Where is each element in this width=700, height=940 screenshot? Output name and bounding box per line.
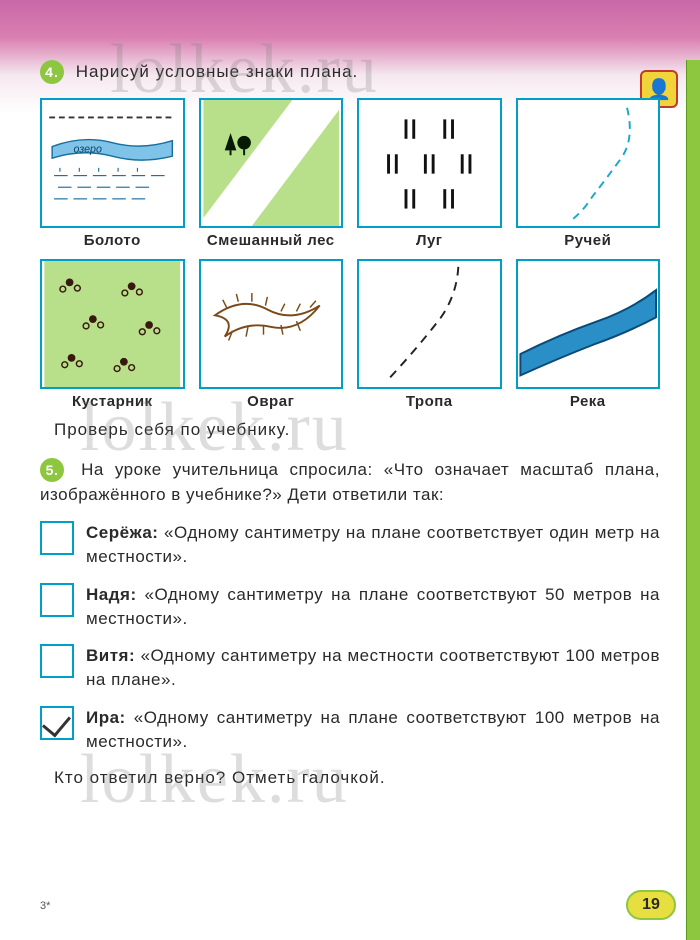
signs-grid: озеро Болото — [40, 98, 660, 410]
sign-ovrag — [199, 259, 344, 389]
final-question: Кто ответил верно? Отметь галочкой. — [54, 768, 660, 788]
answer-text: Серёжа: «Одному сантиметру на плане соот… — [86, 521, 660, 569]
answer-body: «Одному сантиметру на плане соответствую… — [86, 585, 660, 628]
sign-ruchey — [516, 98, 661, 228]
sign-les — [199, 98, 344, 228]
sign-tropa — [357, 259, 502, 389]
answer-body: «Одному сантиметру на плане соответствуе… — [86, 523, 660, 566]
answer-checkbox[interactable] — [40, 521, 74, 555]
task5-intro: На уроке учительница спросила: «Что озна… — [40, 460, 660, 504]
svg-text:озеро: озеро — [73, 143, 101, 155]
check-yourself: Проверь себя по учебнику. — [54, 420, 660, 440]
sign-boloto: озеро — [40, 98, 185, 228]
task4-line: 4. Нарисуй условные знаки плана. — [40, 60, 660, 84]
side-bar — [686, 60, 700, 940]
caption-tropa: Тропа — [357, 389, 502, 410]
answer-text: Надя: «Одному сантиметру на плане соотве… — [86, 583, 660, 631]
caption-ruchey: Ручей — [516, 228, 661, 249]
sign-reka — [516, 259, 661, 389]
answer-text: Ира: «Одному сантиметру на плане соответ… — [86, 706, 660, 754]
sign-kustarnik — [40, 259, 185, 389]
answer-name: Витя: — [86, 646, 141, 665]
caption-reka: Река — [516, 389, 661, 410]
answer-row: Надя: «Одному сантиметру на плане соотве… — [40, 583, 660, 631]
caption-lug: Луг — [357, 228, 502, 249]
answer-checkbox[interactable] — [40, 644, 74, 678]
answer-checkbox[interactable] — [40, 706, 74, 740]
caption-boloto: Болото — [40, 228, 185, 249]
sign-lug — [357, 98, 502, 228]
answer-row: Витя: «Одному сантиметру на местности со… — [40, 644, 660, 692]
caption-les: Смешанный лес — [199, 228, 344, 249]
answer-row: Серёжа: «Одному сантиметру на плане соот… — [40, 521, 660, 569]
task5-line: 5. На уроке учительница спросила: «Что о… — [40, 458, 660, 507]
answers-list: Серёжа: «Одному сантиметру на плане соот… — [40, 521, 660, 753]
task5-num: 5. — [40, 458, 64, 482]
task4-num: 4. — [40, 60, 64, 84]
answer-name: Ира: — [86, 708, 134, 727]
task4-title: Нарисуй условные знаки плана. — [76, 62, 359, 81]
answer-text: Витя: «Одному сантиметру на местности со… — [86, 644, 660, 692]
answer-checkbox[interactable] — [40, 583, 74, 617]
answer-body: «Одному сантиметру на местности соответс… — [86, 646, 660, 689]
page-number: 19 — [626, 890, 676, 920]
caption-kustarnik: Кустарник — [40, 389, 185, 410]
footmark: 3* — [40, 900, 50, 912]
answer-body: «Одному сантиметру на плане соответствую… — [86, 708, 660, 751]
caption-ovrag: Овраг — [199, 389, 344, 410]
answer-name: Серёжа: — [86, 523, 164, 542]
answer-name: Надя: — [86, 585, 145, 604]
answer-row: Ира: «Одному сантиметру на плане соответ… — [40, 706, 660, 754]
